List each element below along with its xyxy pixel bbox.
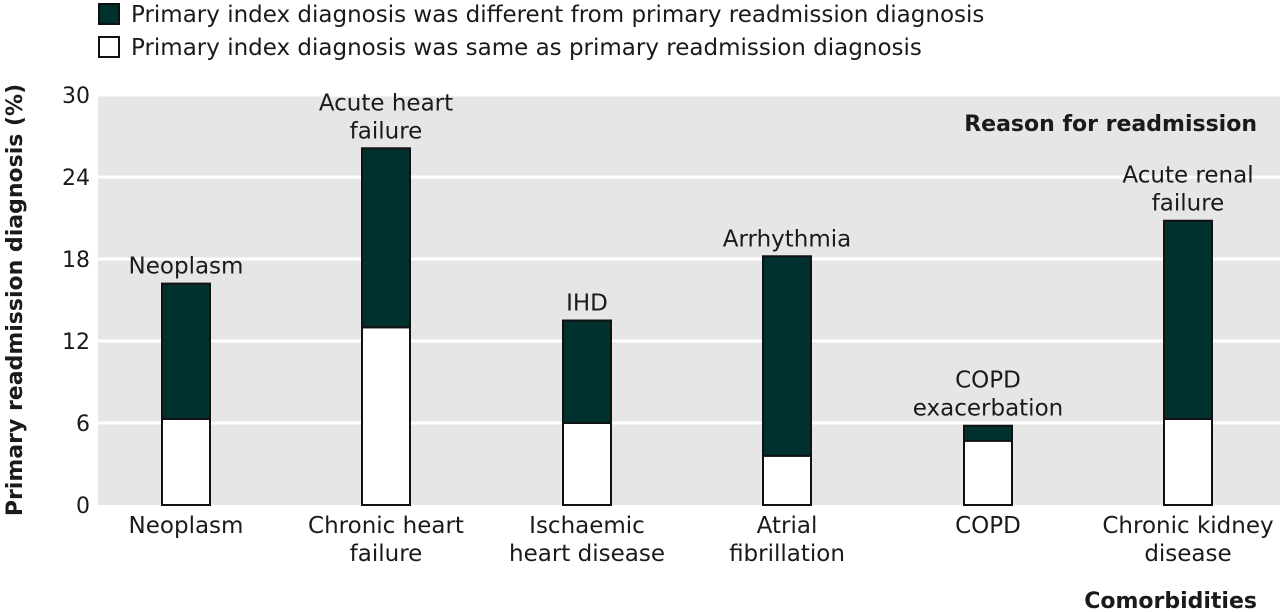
bar-segment-different bbox=[762, 255, 812, 457]
y-tick-label: 30 bbox=[62, 84, 90, 109]
category-label: Atrial bbox=[757, 513, 818, 539]
bar-segment-same bbox=[762, 454, 812, 506]
bar-top-label: IHD bbox=[566, 291, 608, 317]
y-tick-label: 12 bbox=[62, 330, 90, 355]
category-label: fibrillation bbox=[729, 541, 845, 567]
bar-segment-different bbox=[161, 282, 211, 420]
bar-segment-same bbox=[562, 422, 612, 506]
bar-top-label: failure bbox=[1152, 191, 1225, 217]
category-label: disease bbox=[1144, 541, 1231, 567]
y-tick-label: 18 bbox=[62, 248, 90, 273]
bars bbox=[161, 147, 1213, 507]
gridlines bbox=[98, 93, 1280, 425]
bar-top-label: Neoplasm bbox=[129, 254, 244, 280]
category-label: COPD bbox=[955, 513, 1021, 539]
bar-top-label: COPD bbox=[955, 368, 1021, 394]
x-axis-label: Comorbidities bbox=[1084, 589, 1257, 612]
bar-segment-different bbox=[361, 147, 411, 329]
legend-swatch bbox=[98, 36, 120, 58]
plot-background bbox=[98, 95, 1280, 505]
category-label: failure bbox=[350, 541, 423, 567]
category-label: Ischaemic bbox=[529, 513, 645, 539]
legend: Primary index diagnosis was different fr… bbox=[98, 2, 984, 61]
bar-segment-same bbox=[361, 326, 411, 507]
category-label: heart disease bbox=[509, 541, 665, 567]
bar-top-label: Arrhythmia bbox=[723, 226, 852, 252]
category-label: Neoplasm bbox=[129, 513, 244, 539]
bar-top-label: exacerbation bbox=[913, 396, 1063, 422]
category-label: Chronic kidney bbox=[1102, 513, 1273, 539]
bar-top-label: failure bbox=[350, 118, 423, 144]
panel-label: Reason for readmission bbox=[964, 112, 1257, 137]
bar-top-label: Acute heart bbox=[319, 90, 453, 116]
bar-segment-different bbox=[1163, 219, 1213, 420]
y-tick-label: 6 bbox=[76, 412, 90, 437]
category-label: Chronic heart bbox=[308, 513, 464, 539]
y-tick-label: 24 bbox=[62, 166, 90, 191]
legend-swatch bbox=[98, 3, 120, 25]
bar-segment-same bbox=[161, 417, 211, 506]
bar-segment-same bbox=[1163, 417, 1213, 506]
bar-top-label: Acute renal bbox=[1122, 163, 1253, 189]
y-axis-ticks: 0 6 12 18 24 30 bbox=[62, 84, 90, 519]
legend-entry: Primary index diagnosis was same as prim… bbox=[131, 35, 922, 61]
legend-entry: Primary index diagnosis was different fr… bbox=[131, 2, 984, 28]
bar-segment-different bbox=[562, 319, 612, 424]
y-tick-label: 0 bbox=[76, 494, 90, 519]
bar-segment-same bbox=[963, 439, 1013, 506]
y-axis-label: Primary readmission diagnosis (%) bbox=[3, 84, 28, 516]
bar-segment-different bbox=[963, 424, 1013, 442]
